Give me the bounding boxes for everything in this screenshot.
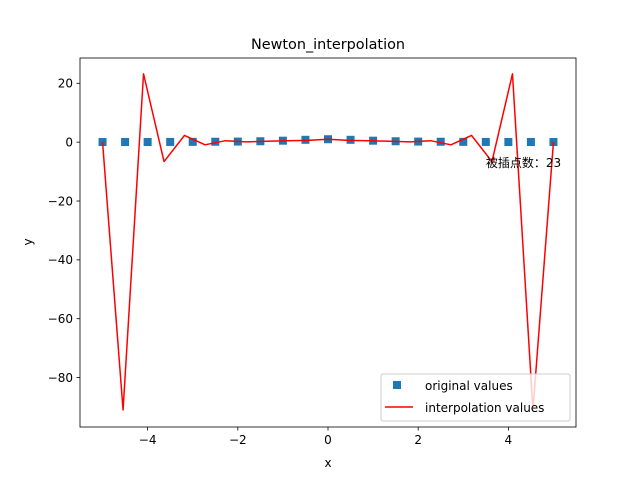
x-tick-label: −2: [229, 433, 247, 447]
x-tick-label: 4: [505, 433, 513, 447]
y-tick-label: 0: [65, 135, 73, 149]
original-value-point: [504, 137, 513, 146]
x-axis-label: x: [324, 456, 331, 470]
original-value-point: [166, 137, 175, 146]
legend-box: [380, 373, 571, 422]
legend-label-interpolation: interpolation values: [425, 401, 544, 415]
original-value-point: [121, 138, 130, 147]
x-tick-label: −4: [139, 433, 157, 447]
legend: original values interpolation values: [380, 373, 571, 422]
plot-area: [98, 73, 558, 411]
legend-label-original: original values: [425, 379, 513, 393]
y-tick-label: −60: [48, 312, 73, 326]
x-axis: −4 −2 0 2 4: [139, 427, 512, 447]
legend-marker-original: [393, 381, 401, 389]
x-tick-label: 2: [414, 433, 422, 447]
x-tick-label: 0: [324, 433, 332, 447]
y-tick-label: −40: [48, 253, 73, 267]
original-value-point: [211, 137, 220, 146]
y-tick-label: −20: [48, 194, 73, 208]
original-value-point: [188, 137, 197, 146]
y-axis: 20 0 −20 −40 −60 −80: [48, 77, 80, 385]
y-axis-label: y: [21, 238, 35, 245]
y-tick-label: −80: [48, 371, 73, 385]
original-value-point: [526, 138, 535, 147]
y-tick-label: 20: [58, 77, 73, 91]
original-value-point: [143, 137, 152, 146]
original-value-point: [481, 137, 490, 146]
interpolation-line: [101, 73, 555, 411]
original-value-point: [436, 137, 445, 146]
interpolation-count-annotation: 被插点数：23: [486, 155, 561, 170]
original-value-point: [459, 137, 468, 146]
chart-title: Newton_interpolation: [251, 37, 405, 53]
